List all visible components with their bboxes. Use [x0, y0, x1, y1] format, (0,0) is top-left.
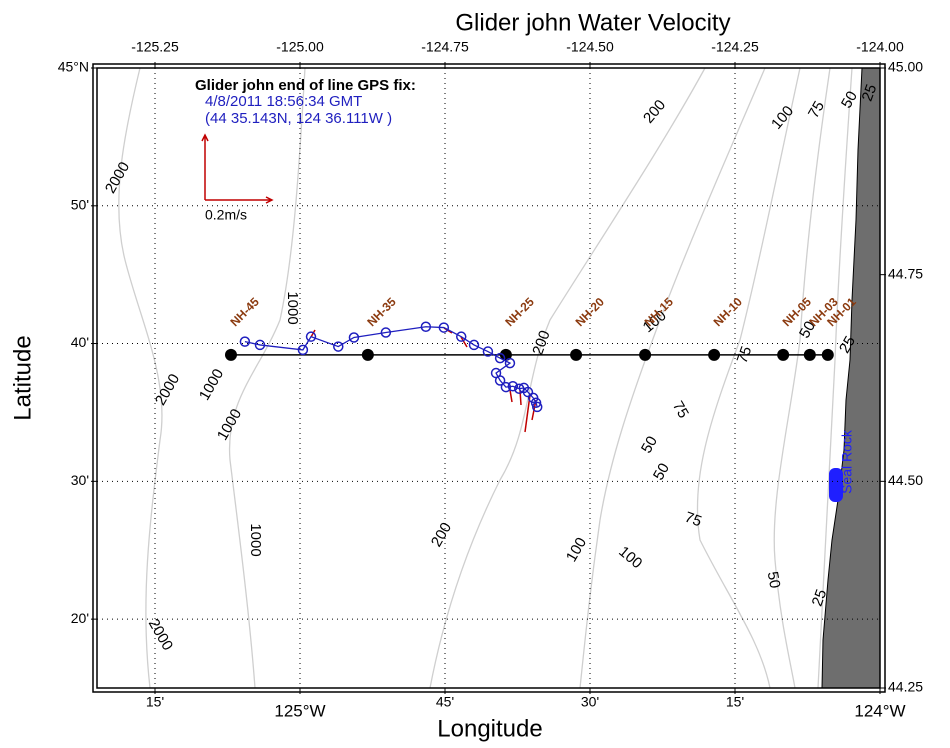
station-marker: [224, 348, 237, 361]
contour-line: [696, 67, 801, 689]
glider-fix: [438, 322, 450, 333]
contour-line: [817, 67, 853, 689]
y-tick-label: 30': [71, 472, 89, 488]
station-marker: [361, 348, 374, 361]
glider-fix: [494, 352, 506, 364]
glider-fix: [531, 401, 543, 413]
glider-fix: [494, 375, 506, 386]
velocity-arrow: [509, 389, 513, 403]
x-axis-label: Longitude: [437, 715, 542, 742]
contour-label: 25: [809, 587, 831, 608]
station-marker: [499, 348, 512, 361]
contour-label: 25: [836, 333, 859, 356]
outer-frame: [92, 63, 886, 693]
contour-line: [228, 67, 306, 689]
station-marker: [639, 348, 652, 361]
glider-fix: [530, 397, 542, 409]
chart-title: Glider john Water Velocity: [455, 9, 730, 36]
x-tick-label: 15': [726, 694, 744, 710]
annotation-position: (44 35.143N, 124 36.111W ): [205, 110, 392, 127]
contour-label: 75: [682, 509, 703, 531]
contours: [118, 67, 853, 689]
contour-label: 25: [859, 82, 881, 103]
contour-label: 75: [669, 398, 692, 421]
contour-label: 50: [650, 460, 673, 483]
y-right-tick-label: 44.25: [888, 679, 923, 695]
glider-fix: [500, 381, 512, 393]
glider-fix: [420, 321, 432, 332]
contour-label: 50: [796, 318, 819, 341]
contour-label: 1000: [247, 523, 264, 556]
y-tick-label: 20': [71, 610, 89, 626]
glider-fix: [333, 341, 344, 352]
glider-fix: [254, 339, 266, 351]
station-marker: [708, 348, 721, 361]
x-tick-label: 15': [146, 694, 164, 710]
contour-label: 50: [838, 88, 861, 111]
y-tick-label: 50': [71, 197, 89, 213]
x-top-tick-label: -124.75: [421, 39, 469, 55]
y-tick-label: 45°N: [58, 59, 89, 75]
station-marker: [803, 348, 816, 361]
glider-fix: [468, 339, 480, 351]
velocity-arrow: [310, 329, 316, 338]
contour-line: [118, 67, 163, 689]
contour-line: [773, 67, 831, 689]
x-tick-label: 124°W: [854, 701, 905, 720]
contour-line: [579, 67, 766, 689]
scale-arrow: [205, 196, 274, 204]
annotation-time: 4/8/2011 18:56:34 GMT: [205, 93, 362, 110]
annotation-heading: Glider john end of line GPS fix:: [195, 77, 416, 94]
glider-fix: [504, 357, 516, 369]
station-marker: [570, 348, 583, 361]
contour-line: [429, 67, 706, 689]
y-axis-label: Latitude: [9, 335, 36, 420]
glider-fix: [455, 331, 467, 342]
contour-label: 75: [805, 98, 828, 121]
glider-fix: [305, 331, 317, 342]
glider-fix: [522, 386, 534, 398]
landmark-marker: [829, 468, 843, 502]
contour-label: 50: [764, 570, 784, 589]
x-tick-label: 125°W: [274, 701, 325, 720]
y-right-tick-label: 44.50: [888, 472, 923, 488]
y-right-tick-label: 44.75: [888, 265, 923, 281]
contour-label: 50: [638, 433, 661, 456]
glider-fix: [513, 383, 525, 394]
velocity-arrow: [460, 336, 468, 348]
y-right-tick-label: 45.00: [888, 59, 923, 75]
glider-fix: [297, 344, 309, 356]
x-tick-label: 30': [581, 694, 599, 710]
glider-fix: [380, 327, 392, 338]
scale-arrows: [201, 133, 274, 204]
station-marker: [821, 348, 834, 361]
contour-label: 1000: [284, 291, 301, 324]
y-tick-label: 40': [71, 334, 89, 350]
station-marker: [777, 348, 790, 361]
glider-fix: [482, 346, 494, 357]
x-tick-label: 45': [436, 694, 454, 710]
glider-fix: [239, 336, 251, 347]
x-top-tick-label: -125.25: [131, 39, 179, 55]
glider-fix: [507, 381, 519, 392]
scale-arrow: [201, 133, 209, 200]
x-top-tick-label: -124.50: [566, 39, 614, 55]
landmark-label: Seal Rock: [839, 429, 855, 494]
x-top-tick-label: -124.00: [856, 39, 904, 55]
glider-fix: [348, 332, 360, 343]
seal-rock-marker: [829, 468, 843, 502]
scale-label: 0.2m/s: [205, 207, 247, 223]
x-top-tick-label: -125.00: [276, 39, 324, 55]
x-top-tick-label: -124.25: [711, 39, 759, 55]
